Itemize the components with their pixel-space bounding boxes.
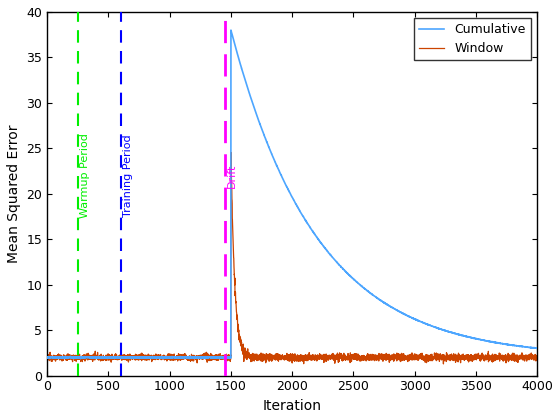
Window xyxy=(440,361,447,366)
Cumulative xyxy=(254,114,260,119)
Cumulative xyxy=(77,356,84,361)
Cumulative xyxy=(250,103,256,108)
Line: Cumulative: Cumulative xyxy=(48,30,537,359)
Line: Window: Window xyxy=(48,152,537,364)
Text: Training Period: Training Period xyxy=(123,134,133,217)
Window xyxy=(254,357,260,362)
Y-axis label: Mean Squared Error: Mean Squared Error xyxy=(7,125,21,263)
Window xyxy=(277,357,283,362)
Text: Drift: Drift xyxy=(227,163,237,188)
Legend: Cumulative, Window: Cumulative, Window xyxy=(414,18,531,60)
Cumulative xyxy=(277,171,284,176)
Cumulative xyxy=(494,340,501,345)
Window xyxy=(494,353,501,358)
Window xyxy=(519,354,526,359)
Window xyxy=(534,353,540,358)
Window xyxy=(228,150,235,155)
Cumulative xyxy=(400,311,407,316)
Window xyxy=(400,352,407,357)
Text: Warmup Period: Warmup Period xyxy=(80,133,90,218)
Window xyxy=(44,355,51,360)
Cumulative xyxy=(227,28,234,33)
Cumulative xyxy=(519,344,526,349)
Cumulative xyxy=(44,354,51,360)
Window xyxy=(250,352,256,357)
Cumulative xyxy=(534,346,540,351)
X-axis label: Iteration: Iteration xyxy=(263,399,321,413)
